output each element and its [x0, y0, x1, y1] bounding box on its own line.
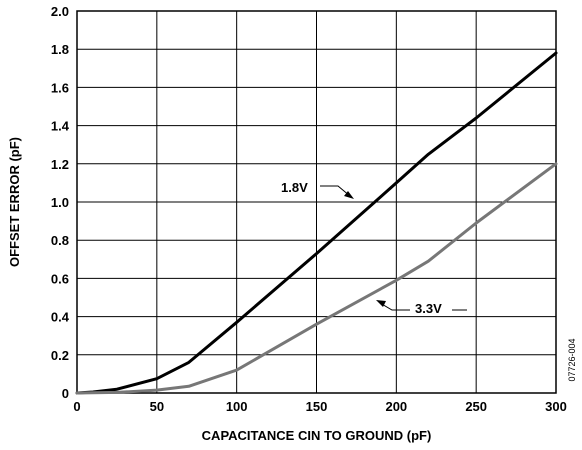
- y-tick-label: 0.4: [51, 310, 70, 325]
- series-label-3-3v: 3.3V: [415, 301, 442, 316]
- y-tick-label: 1.4: [51, 119, 70, 134]
- series-arrow-1-8v: [344, 191, 354, 199]
- x-tick-label: 200: [385, 399, 407, 414]
- y-tick-label: 1.0: [51, 195, 69, 210]
- figure-id: 07726-004: [567, 338, 577, 381]
- y-tick-label: 0.2: [51, 348, 69, 363]
- x-tick-label: 100: [226, 399, 248, 414]
- x-axis-title: CAPACITANCE CIN TO GROUND (pF): [202, 428, 432, 443]
- x-tick-label: 0: [73, 399, 80, 414]
- x-tick-label: 50: [150, 399, 164, 414]
- series-label-3-3v-group: 3.3V: [376, 300, 467, 316]
- series-arrow-3-3v: [376, 300, 386, 307]
- x-tick-label: 150: [306, 399, 328, 414]
- series-line-3-3v: [75, 162, 558, 395]
- y-tick-label: 0.8: [51, 233, 69, 248]
- y-tick-label: 0: [62, 386, 69, 401]
- y-tick-label: 1.8: [51, 42, 69, 57]
- series-layer: [75, 51, 558, 395]
- x-tick-label: 250: [465, 399, 487, 414]
- y-tick-label: 1.6: [51, 80, 69, 95]
- series-line-1-8v: [75, 51, 558, 395]
- series-label-1-8v-group: 1.8V: [281, 180, 354, 199]
- y-tick-label: 2.0: [51, 4, 69, 19]
- y-tick-labels: 0 0.2 0.4 0.6 0.8 1.0 1.2 1.4 1.6 1.8 2.0: [51, 4, 70, 401]
- y-axis-title: OFFSET ERROR (pF): [7, 137, 22, 267]
- grid: [76, 10, 557, 394]
- plot-frame: [76, 10, 557, 394]
- y-tick-label: 1.2: [51, 157, 69, 172]
- series-leader-3-3v: [379, 302, 467, 311]
- x-tick-label: 300: [545, 399, 567, 414]
- series-label-1-8v: 1.8V: [281, 180, 308, 195]
- y-tick-label: 0.6: [51, 271, 69, 286]
- series-leader-1-8v: [320, 185, 351, 197]
- x-tick-labels: 0 50 100 150 200 250 300: [73, 399, 566, 414]
